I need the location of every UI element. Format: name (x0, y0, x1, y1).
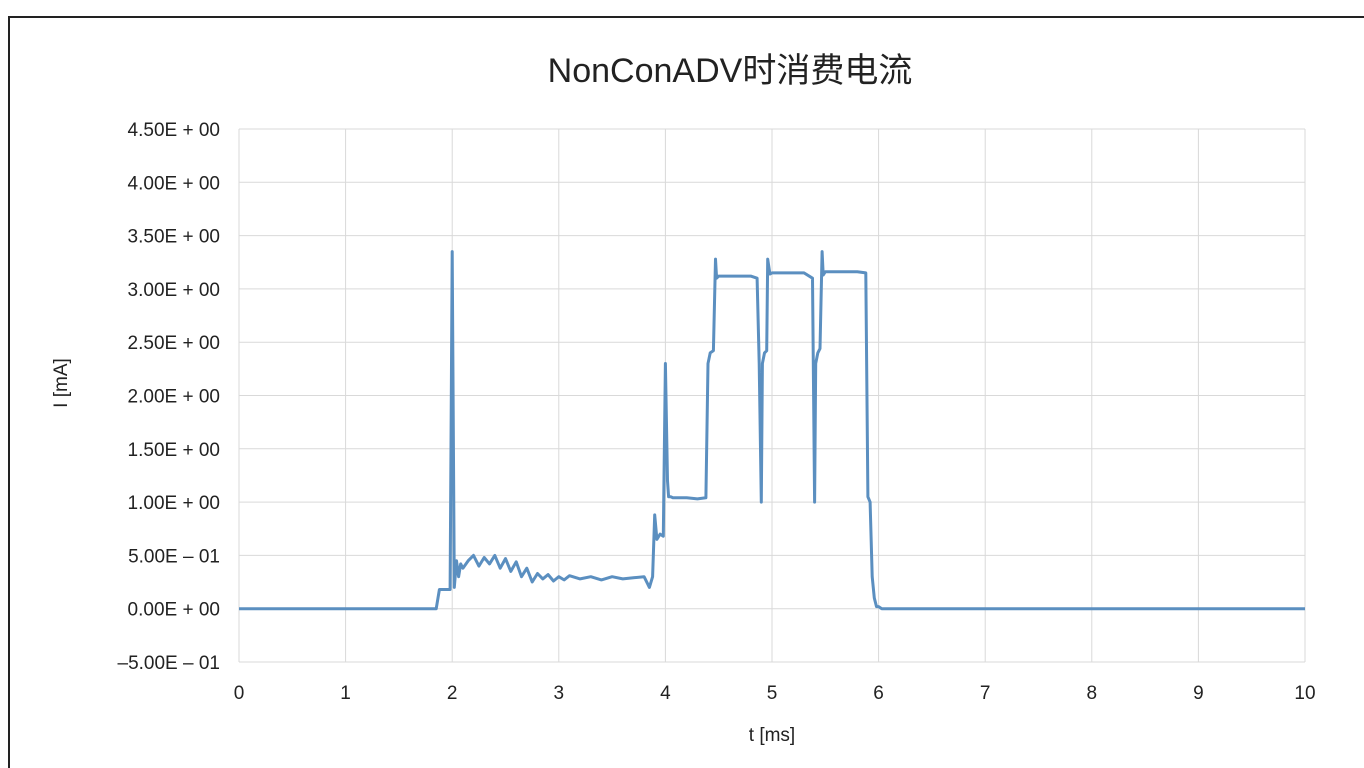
y-tick-label: 3.50E + 00 (128, 227, 220, 248)
y-tick-label: 4.00E + 00 (128, 173, 220, 194)
x-tick-label: 1 (340, 683, 351, 704)
x-tick-label: 4 (660, 683, 671, 704)
y-tick-labels: 4.50E + 00 4.00E + 00 3.50E + 00 3.00E + 00… (118, 120, 220, 674)
x-tick-label: 10 (1294, 683, 1315, 704)
x-tick-label: 5 (767, 683, 778, 704)
y-tick-label: 0.00E + 00 (128, 600, 220, 621)
x-tick-label: 0 (234, 683, 245, 704)
x-tick-label: 6 (873, 683, 884, 704)
y-tick-label: 1.50E + 00 (128, 440, 220, 461)
y-tick-label: –5.00E – 01 (118, 653, 220, 674)
y-axis-label: I [mA] (51, 358, 72, 408)
x-axis-label: t [ms] (749, 725, 795, 746)
y-tick-label: 1.00E + 00 (128, 493, 220, 514)
y-tick-label: 2.00E + 00 (128, 387, 220, 408)
x-tick-label: 8 (1087, 683, 1098, 704)
x-tick-label: 7 (980, 683, 991, 704)
x-tick-label: 3 (554, 683, 565, 704)
chart-title: NonConADV时消费电流 (548, 52, 913, 90)
x-tick-labels: 0 1 2 3 4 5 6 7 8 9 10 (234, 683, 1316, 704)
x-tick-label: 9 (1193, 683, 1204, 704)
current-series-line (239, 250, 1305, 611)
y-tick-label: 2.50E + 00 (128, 333, 220, 354)
grid-lines (238, 128, 1306, 663)
x-tick-label: 2 (447, 683, 458, 704)
y-tick-label: 4.50E + 00 (128, 120, 220, 141)
chart-frame (8, 16, 1364, 768)
y-tick-label: 5.00E – 01 (128, 546, 220, 567)
y-tick-label: 3.00E + 00 (128, 280, 220, 301)
